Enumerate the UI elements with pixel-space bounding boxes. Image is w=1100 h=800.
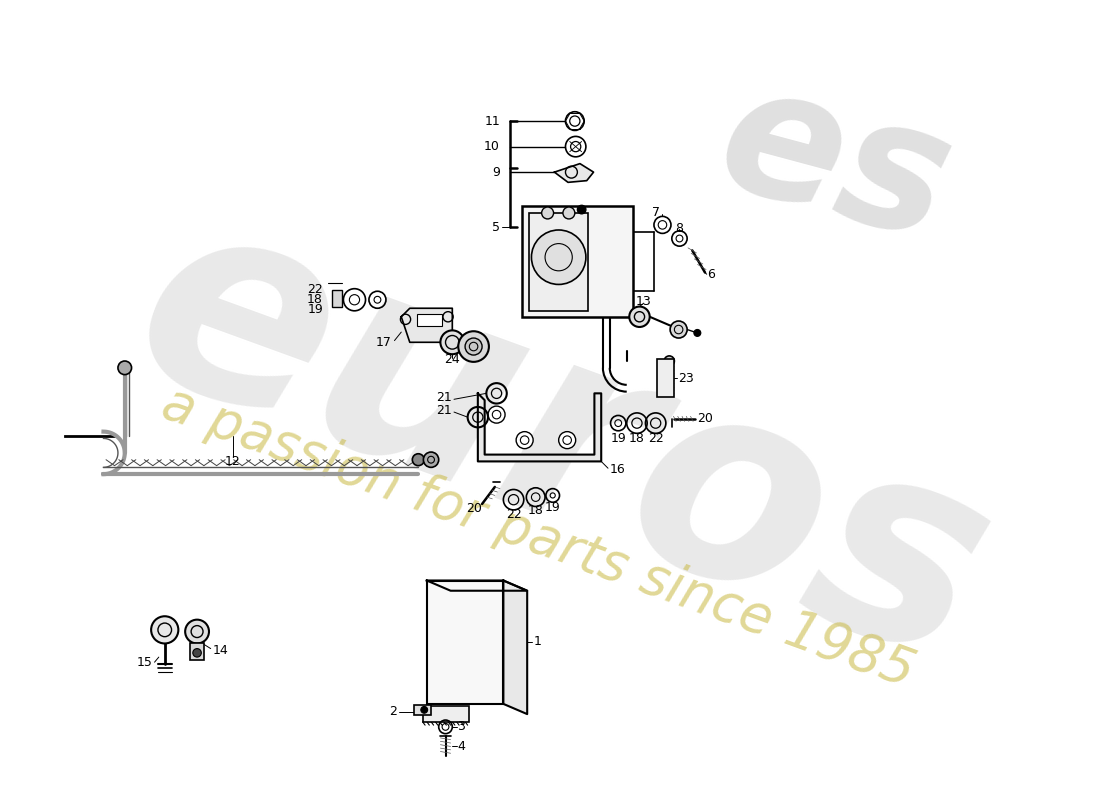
Text: 9: 9 [492, 166, 500, 178]
Circle shape [421, 706, 428, 714]
Text: 4: 4 [458, 740, 465, 753]
Polygon shape [402, 308, 452, 342]
Text: 8: 8 [675, 222, 683, 234]
Text: es: es [702, 49, 969, 278]
Circle shape [185, 620, 209, 643]
Circle shape [629, 306, 650, 327]
Text: 13: 13 [636, 295, 651, 308]
Circle shape [559, 432, 575, 449]
Bar [331, 290, 342, 306]
Circle shape [531, 230, 586, 285]
Text: 18: 18 [629, 432, 645, 445]
Circle shape [424, 452, 439, 467]
Bar [414, 705, 431, 715]
Polygon shape [554, 164, 594, 182]
Text: 20: 20 [465, 502, 482, 514]
Text: 19: 19 [544, 501, 561, 514]
Circle shape [694, 330, 701, 336]
Text: 23: 23 [678, 371, 693, 385]
Circle shape [670, 321, 688, 338]
Circle shape [465, 338, 482, 355]
Bar [417, 314, 442, 326]
Text: 12: 12 [224, 455, 241, 468]
Text: 1: 1 [534, 635, 542, 648]
Text: 16: 16 [609, 463, 626, 477]
Text: 22: 22 [506, 508, 521, 521]
Bar [422, 706, 470, 722]
Text: 6: 6 [707, 268, 715, 281]
Text: 19: 19 [307, 303, 323, 317]
Circle shape [459, 331, 488, 362]
Circle shape [563, 207, 575, 219]
Text: a passion for parts since 1985: a passion for parts since 1985 [154, 378, 921, 698]
Text: 24: 24 [444, 353, 460, 366]
Polygon shape [427, 581, 527, 590]
Text: 17: 17 [375, 336, 392, 349]
Text: 22: 22 [307, 283, 323, 296]
Circle shape [151, 616, 178, 643]
Bar [190, 643, 204, 661]
Bar [529, 213, 589, 311]
Text: 19: 19 [610, 432, 626, 445]
Circle shape [412, 454, 425, 466]
Text: 2: 2 [389, 705, 397, 718]
Text: 21: 21 [437, 404, 452, 417]
Bar [657, 359, 673, 397]
Text: 10: 10 [484, 140, 500, 153]
Text: 20: 20 [697, 412, 713, 426]
Bar [427, 581, 504, 704]
Text: 15: 15 [138, 656, 153, 669]
Circle shape [488, 406, 505, 423]
Polygon shape [504, 581, 527, 714]
Circle shape [118, 361, 132, 374]
Text: 22: 22 [648, 432, 663, 445]
Text: 5: 5 [492, 221, 500, 234]
Text: euros: euros [103, 167, 1022, 722]
Text: 18: 18 [307, 294, 323, 306]
Text: 3: 3 [458, 720, 465, 734]
Circle shape [541, 207, 553, 219]
Circle shape [664, 356, 674, 366]
Polygon shape [477, 394, 602, 462]
Text: 18: 18 [528, 504, 543, 518]
Circle shape [440, 330, 464, 354]
Text: 14: 14 [212, 644, 228, 657]
Text: 21: 21 [437, 391, 452, 404]
Circle shape [516, 432, 534, 449]
Circle shape [192, 649, 201, 657]
Circle shape [578, 206, 586, 214]
Text: 11: 11 [484, 114, 500, 127]
Text: 7: 7 [651, 206, 660, 219]
Bar [522, 206, 632, 317]
